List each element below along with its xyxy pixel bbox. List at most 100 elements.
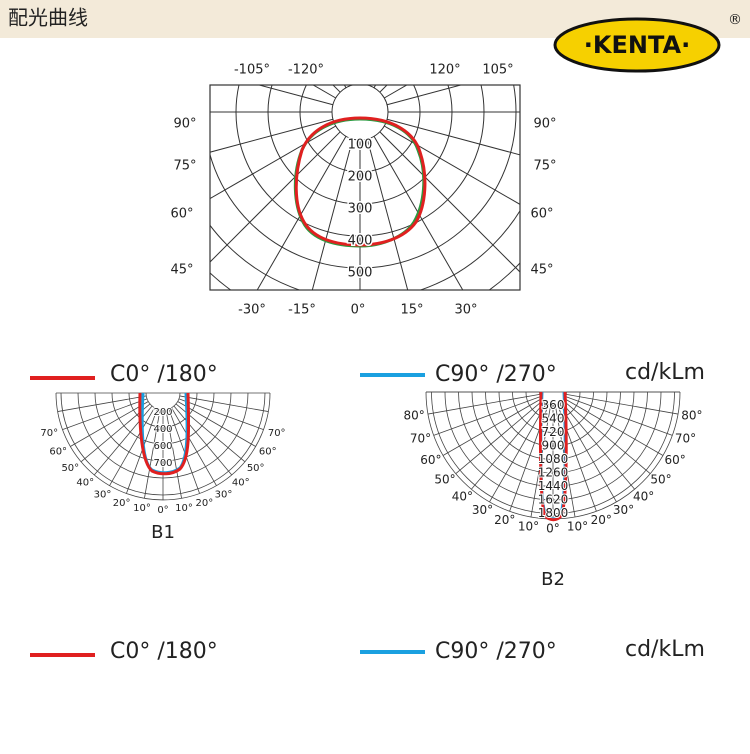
radial-label: 300 <box>348 202 373 217</box>
angle-label: 30° <box>215 489 233 500</box>
radial-label: 1080 <box>538 452 569 466</box>
angle-label: 105° <box>482 63 513 78</box>
angle-label: 50° <box>247 463 265 474</box>
grid-spoke <box>471 402 545 490</box>
grid-spoke <box>70 401 149 447</box>
legend-label: C90° /270° <box>435 362 557 387</box>
grid-spoke <box>559 403 617 503</box>
grid-spoke <box>311 138 354 290</box>
legend-label: C0° /180° <box>110 639 218 664</box>
radial-label: 540 <box>542 412 565 426</box>
angle-label: 40° <box>633 489 654 503</box>
grid-ring <box>331 85 389 141</box>
angle-label: -120° <box>288 63 324 78</box>
grid-spoke <box>62 398 148 430</box>
grid-spoke <box>257 85 334 106</box>
angle-label: -30° <box>238 303 266 318</box>
angle-label: 70° <box>40 428 58 439</box>
radial-label: 700 <box>153 458 172 469</box>
angle-label: 40° <box>232 478 250 489</box>
radial-label: 1800 <box>538 506 569 520</box>
grid-spoke <box>173 405 233 476</box>
angle-label: 80° <box>404 408 425 422</box>
grid-spoke <box>442 398 542 456</box>
angle-label: 10° <box>133 503 151 514</box>
grid-spoke <box>210 131 341 263</box>
grid-spoke <box>178 398 264 430</box>
angle-label: 20° <box>113 498 131 509</box>
angle-label: -105° <box>234 63 270 78</box>
b1-caption: B1 <box>151 522 175 543</box>
grid-spoke <box>386 85 463 106</box>
angle-label: 60° <box>420 453 441 467</box>
radial-label: 1620 <box>538 493 569 507</box>
grid-spoke <box>433 396 541 436</box>
radial-label: 720 <box>542 425 565 439</box>
registered-mark: ® <box>728 12 742 28</box>
grid-spoke <box>386 118 520 156</box>
angle-label: 20° <box>196 498 214 509</box>
grid-spoke <box>564 398 664 456</box>
grid-spoke <box>165 409 182 499</box>
angle-label: 10° <box>567 519 588 533</box>
grid-spoke <box>561 402 635 490</box>
grid-spoke <box>427 393 540 415</box>
logo-text: ·KENTA· <box>584 31 690 59</box>
grid-spoke <box>177 401 256 447</box>
angle-label: 50° <box>650 473 671 487</box>
grid-spoke <box>563 400 651 474</box>
angle-label: 60° <box>664 453 685 467</box>
grid-spoke <box>210 118 334 153</box>
grid-spoke <box>179 395 269 412</box>
angle-label: 90° <box>173 117 196 132</box>
angle-label: 10° <box>175 503 193 514</box>
angle-label: 50° <box>434 473 455 487</box>
radial-label: 400 <box>348 234 373 249</box>
grid-spoke <box>455 400 543 474</box>
grid-spoke <box>565 396 673 436</box>
unit-label: cd/kLm <box>625 637 705 662</box>
angle-label: 50° <box>61 463 79 474</box>
angle-label: 0° <box>351 303 366 318</box>
logo <box>553 17 721 73</box>
header-title: 配光曲线 <box>8 6 88 30</box>
angle-label: -15° <box>288 303 316 318</box>
b2-polar-grid <box>425 391 681 520</box>
angle-label: 0° <box>546 522 560 536</box>
grid-spoke <box>57 395 147 412</box>
grid-spoke <box>489 403 547 503</box>
angle-label: 75° <box>173 159 196 174</box>
legends <box>30 373 425 657</box>
angle-label: 70° <box>675 431 696 445</box>
angle-label: 40° <box>452 489 473 503</box>
angle-label: 45° <box>170 263 193 278</box>
angle-label: 45° <box>530 263 553 278</box>
radial-label: 200 <box>348 170 373 185</box>
angle-label: 70° <box>268 428 286 439</box>
grid-spoke <box>566 393 679 415</box>
angle-label: 15° <box>400 303 423 318</box>
angle-label: 70° <box>410 431 431 445</box>
angle-label: 10° <box>518 519 539 533</box>
angle-label: 30° <box>454 303 477 318</box>
angle-label: 120° <box>429 63 460 78</box>
grid-spoke <box>210 125 337 200</box>
angle-label: 20° <box>591 513 612 527</box>
unit-label: cd/kLm <box>625 360 705 385</box>
angle-label: 75° <box>533 159 556 174</box>
grid-spoke <box>379 131 520 273</box>
grid-spoke <box>383 125 520 205</box>
grid-spoke <box>256 135 347 290</box>
radial-label: 600 <box>153 441 172 452</box>
radial-label: 500 <box>348 266 373 281</box>
angle-label: 80° <box>681 408 702 422</box>
angle-label: 30° <box>472 503 493 517</box>
radial-label: 400 <box>153 424 172 435</box>
b1-curve-red <box>138 392 191 476</box>
radial-label: 360 <box>542 398 565 412</box>
angle-label: 0° <box>157 505 168 516</box>
radial-label: 1440 <box>538 479 569 493</box>
grid-spoke <box>373 135 464 290</box>
angle-label: 40° <box>76 478 94 489</box>
